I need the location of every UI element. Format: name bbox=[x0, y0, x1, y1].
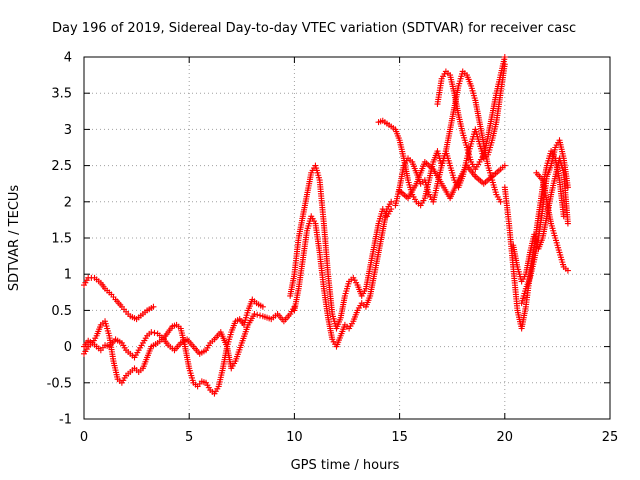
x-tick-label: 0 bbox=[80, 430, 88, 445]
data-point bbox=[564, 220, 571, 227]
x-tick-label: 10 bbox=[286, 430, 303, 445]
series-0 bbox=[81, 274, 157, 323]
y-tick-label: 3 bbox=[64, 123, 72, 138]
y-tick-label: 0.5 bbox=[51, 304, 72, 319]
data-point bbox=[564, 184, 571, 191]
y-tick-label: 2.5 bbox=[51, 159, 72, 174]
data-point bbox=[501, 162, 508, 169]
x-tick-label: 20 bbox=[497, 430, 514, 445]
series-7 bbox=[434, 54, 508, 173]
y-tick-label: 1.5 bbox=[51, 232, 72, 247]
series-9 bbox=[501, 148, 567, 332]
data-point bbox=[560, 213, 567, 220]
y-tick-label: -1 bbox=[59, 413, 72, 428]
x-tick-label: 15 bbox=[391, 430, 408, 445]
data-point bbox=[388, 206, 395, 213]
axis-ticks: 0 5 10 15 20 25 -1 -0.5 0 0.5 1 1.5 2 2.5 3 3.5 4 bbox=[47, 51, 619, 446]
data-points bbox=[81, 54, 571, 397]
data-point bbox=[497, 198, 504, 205]
data-point bbox=[150, 303, 157, 310]
y-tick-label: 0 bbox=[64, 340, 72, 355]
plot-frame bbox=[83, 56, 611, 420]
data-point bbox=[251, 311, 258, 318]
y-tick-label: -0.5 bbox=[47, 376, 72, 391]
data-point bbox=[151, 329, 158, 336]
chart-title: Day 196 of 2019, Sidereal Day-to-day VTE… bbox=[52, 21, 576, 36]
y-tick-label: 2 bbox=[64, 195, 72, 210]
x-tick-label: 25 bbox=[602, 430, 619, 445]
series-12 bbox=[518, 137, 571, 307]
x-tick-label: 5 bbox=[185, 430, 193, 445]
x-axis-title: GPS time / hours bbox=[291, 458, 400, 473]
data-point bbox=[254, 311, 261, 318]
data-point bbox=[257, 312, 264, 319]
data-point bbox=[501, 54, 508, 60]
data-point bbox=[148, 329, 155, 336]
data-point bbox=[259, 303, 266, 310]
grid bbox=[84, 57, 610, 419]
y-tick-label: 4 bbox=[64, 51, 72, 66]
series-3 bbox=[291, 198, 395, 350]
series-8 bbox=[396, 158, 508, 202]
y-tick-label: 1 bbox=[64, 268, 72, 283]
data-point bbox=[564, 267, 571, 274]
series-4 bbox=[287, 162, 395, 332]
y-axis-title: SDTVAR / TECUs bbox=[7, 185, 22, 292]
data-point bbox=[388, 198, 395, 205]
y-tick-label: 3.5 bbox=[51, 87, 72, 102]
